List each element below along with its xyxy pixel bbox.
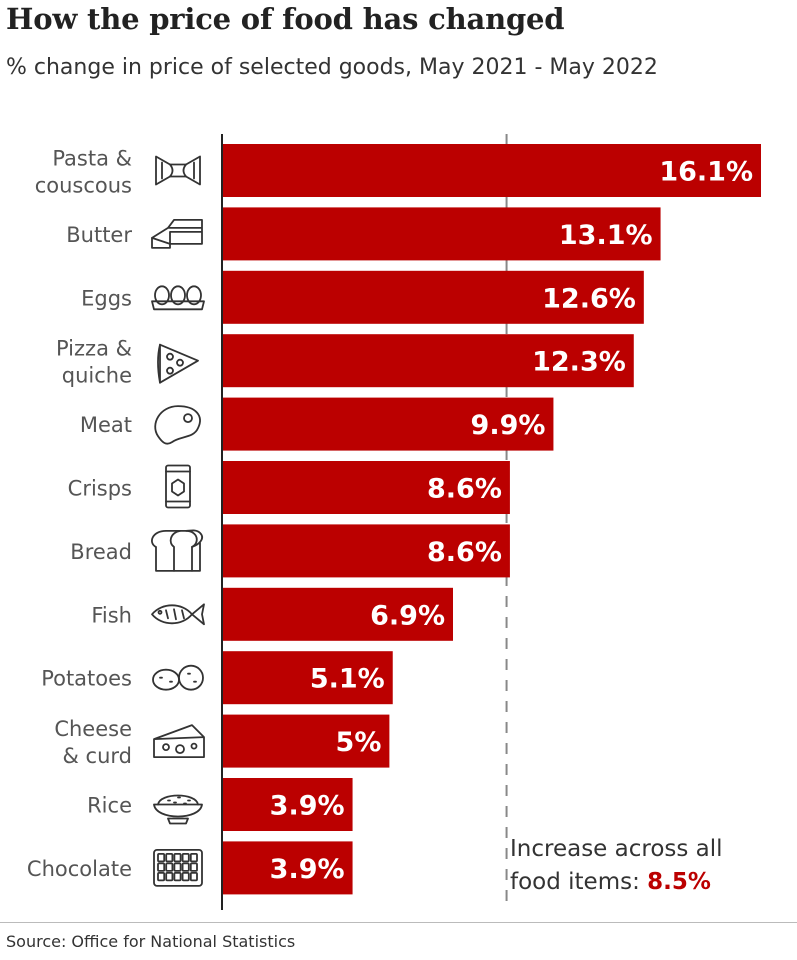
bar	[222, 524, 510, 578]
chart-subtitle: % change in price of selected goods, May…	[6, 55, 658, 80]
bar-value-label: 6.9%	[370, 600, 445, 631]
category-label: Bread	[70, 540, 132, 564]
chart-title: How the price of food has changed	[6, 2, 565, 36]
meat-icon	[154, 405, 201, 445]
bar-value-label: 5%	[336, 727, 382, 758]
bar-value-label: 8.6%	[427, 537, 502, 568]
category-label: couscous	[35, 174, 132, 198]
category-label: Meat	[80, 413, 132, 437]
bar	[222, 461, 510, 514]
bar-value-label: 3.9%	[270, 791, 345, 822]
category-label: Potatoes	[41, 667, 132, 691]
bar-value-label: 16.1%	[659, 157, 753, 188]
category-label: quiche	[62, 364, 132, 388]
bar	[222, 587, 453, 641]
category-label: Cheese	[54, 717, 132, 741]
bar	[222, 778, 353, 831]
bar	[222, 334, 634, 388]
bar-value-label: 12.6%	[542, 283, 636, 314]
annotation-line2: food items: 8.5%	[510, 869, 711, 895]
chocolate-icon	[153, 849, 203, 887]
category-label: Chocolate	[27, 857, 132, 881]
bar	[222, 841, 353, 895]
rice-icon	[153, 794, 203, 825]
bar	[222, 714, 390, 768]
potatoes-icon	[152, 664, 204, 691]
bar-value-label: 12.3%	[532, 347, 626, 378]
bar	[222, 270, 644, 324]
annotation-value: 8.5%	[647, 869, 711, 895]
cheese-icon	[153, 724, 205, 758]
category-label: Rice	[87, 794, 132, 818]
bar	[222, 207, 661, 261]
category-label: Butter	[66, 223, 132, 247]
category-label: & curd	[62, 744, 132, 768]
crisps-icon	[165, 464, 191, 509]
pasta-icon	[155, 155, 201, 186]
bar	[222, 651, 393, 705]
bar-value-label: 9.9%	[471, 410, 546, 441]
pizza-icon	[157, 343, 199, 384]
category-label: Pasta &	[52, 147, 132, 171]
category-label: Eggs	[81, 286, 132, 310]
category-label: Pizza &	[56, 337, 132, 361]
bar-chart: 16.1% Pasta & couscous 13.1% Butter 12.6% Eggs…	[27, 134, 761, 910]
butter-icon	[151, 218, 203, 249]
annotation-line1: Increase across all	[510, 836, 723, 862]
fish-icon	[151, 603, 205, 626]
bar	[222, 397, 554, 451]
category-label: Crisps	[68, 477, 132, 501]
bar	[222, 144, 761, 197]
bread-icon	[151, 529, 204, 572]
source-note: Source: Office for National Statistics	[6, 932, 296, 951]
bar-value-label: 3.9%	[270, 854, 345, 885]
eggs-icon	[151, 285, 205, 311]
category-label: Fish	[91, 603, 132, 627]
bar-value-label: 13.1%	[559, 220, 653, 251]
bar-value-label: 5.1%	[310, 664, 385, 695]
annotation-prefix: food items:	[510, 869, 647, 895]
bar-value-label: 8.6%	[427, 474, 502, 505]
footer-divider	[0, 922, 797, 923]
